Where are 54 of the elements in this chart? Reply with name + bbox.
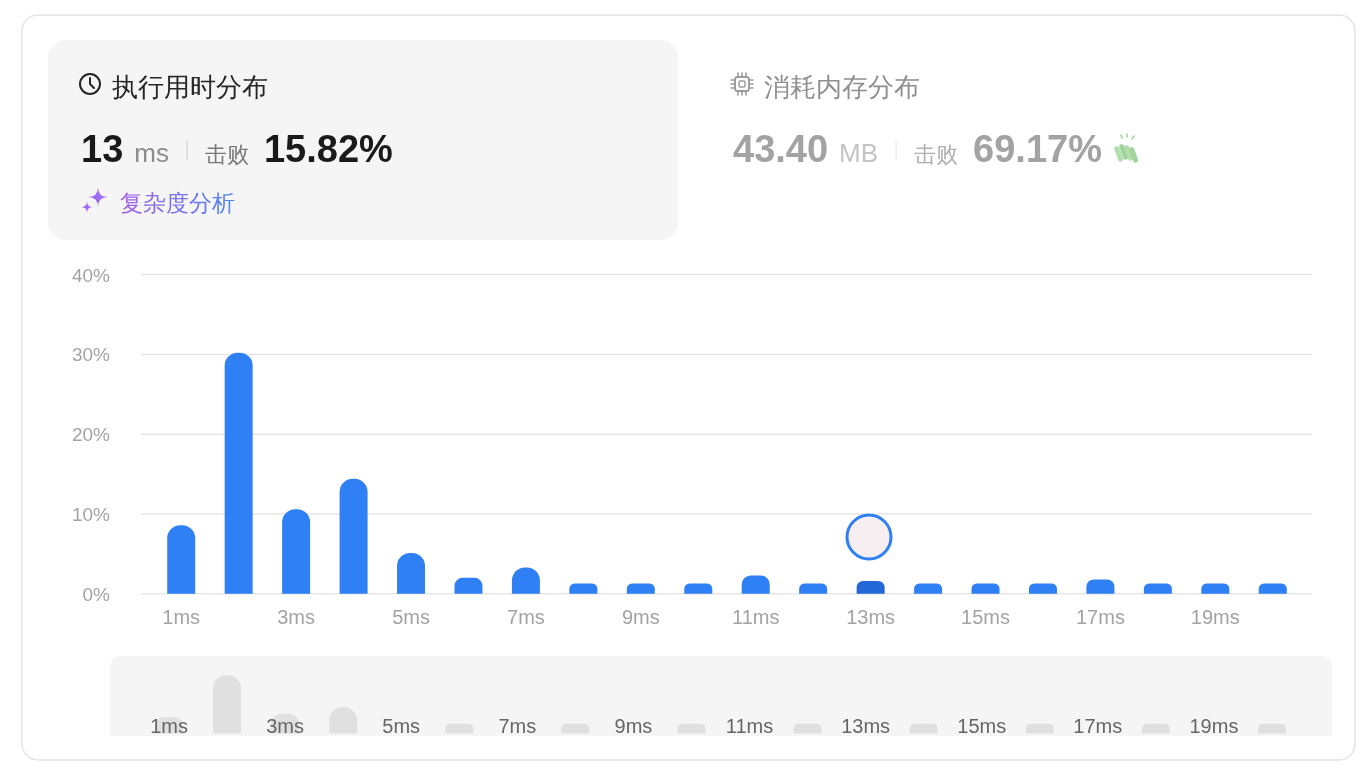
x-tick-label: 3ms (277, 606, 316, 628)
x-tick-label: 5ms (382, 715, 421, 737)
text: ms (134, 138, 169, 168)
bar (856, 580, 885, 594)
x-tick-label: 9ms (621, 606, 660, 628)
bar (1201, 583, 1230, 594)
x-tick-label: 19ms (1189, 715, 1239, 737)
x-tick-label: 11ms (732, 606, 780, 628)
y-tick-label: 0% (82, 583, 111, 605)
bar (626, 583, 655, 594)
x-tick-label: 1ms (150, 715, 188, 737)
text: 13 (81, 128, 124, 170)
bar (914, 583, 943, 594)
text: 击败 (914, 142, 959, 167)
bar (1086, 579, 1115, 594)
bar (1028, 583, 1057, 594)
text: 43.40 (733, 128, 829, 170)
bar (339, 478, 368, 594)
y-tick-label: 30% (71, 344, 111, 366)
text: 69.17% (973, 128, 1102, 170)
x-tick-label: 9ms (614, 715, 653, 737)
bar (167, 525, 196, 594)
text: 消耗内存分布 (764, 72, 920, 102)
y-tick-label: 10% (71, 503, 111, 525)
x-tick-label: 7ms (507, 606, 545, 628)
x-tick-label: 15ms (961, 606, 1010, 628)
bar (397, 553, 426, 594)
y-tick-label: 20% (71, 424, 111, 446)
x-tick-label: 13ms (841, 715, 891, 737)
text: 15.82% (263, 128, 393, 170)
x-tick-label: 3ms (266, 715, 305, 737)
bar (1258, 583, 1287, 594)
x-tick-label: 5ms (392, 606, 430, 628)
text: MB (839, 138, 879, 168)
bar (569, 583, 598, 594)
bar (282, 509, 311, 594)
x-tick-label: 7ms (498, 715, 537, 737)
text: 执行用时分布 (112, 72, 268, 102)
bar (971, 583, 1000, 594)
x-tick-label: 17ms (1075, 606, 1125, 628)
x-tick-label: 13ms (846, 606, 896, 628)
x-tick-label: 11ms (725, 715, 774, 737)
bar (224, 352, 253, 594)
x-tick-label: 15ms (957, 715, 1007, 737)
text: 复杂度分析 (120, 190, 235, 216)
bar (1143, 583, 1172, 594)
text: 击败 (204, 142, 249, 167)
x-tick-label: 1ms (162, 606, 201, 628)
bar (799, 583, 828, 594)
y-tick-label: 40% (71, 264, 111, 286)
x-tick-label: 19ms (1190, 606, 1240, 628)
bar (454, 577, 483, 594)
bar (684, 583, 713, 594)
x-tick-label: 17ms (1073, 715, 1123, 737)
